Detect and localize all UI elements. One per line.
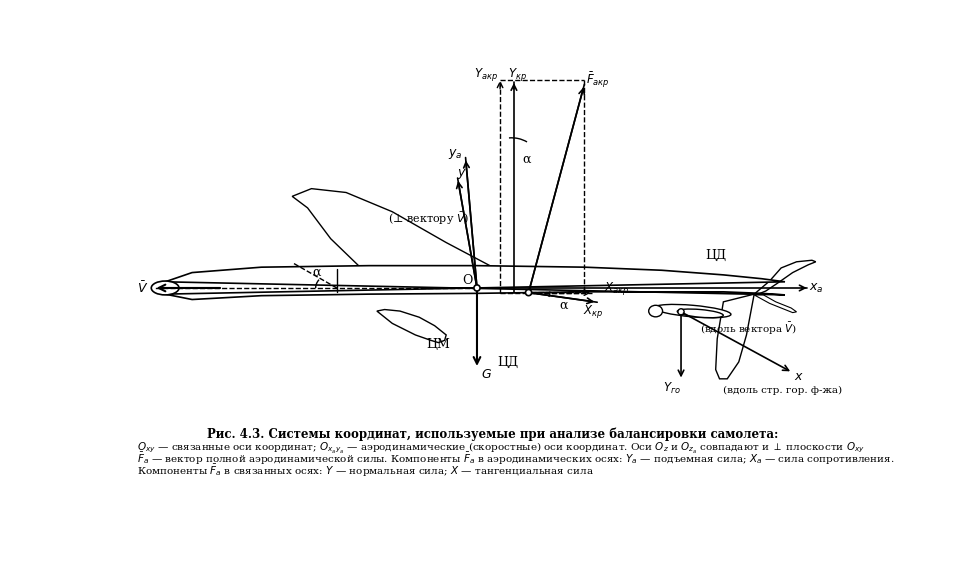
Circle shape — [526, 289, 532, 296]
Polygon shape — [754, 260, 816, 294]
Text: ЦМ: ЦМ — [427, 337, 451, 351]
Text: ЦД: ЦД — [705, 249, 726, 262]
Text: α: α — [559, 299, 567, 311]
Polygon shape — [716, 294, 754, 379]
Text: $y$: $y$ — [456, 167, 466, 181]
Text: $Y_{го}$: $Y_{го}$ — [663, 380, 681, 396]
Text: $Y_{акр}$: $Y_{акр}$ — [474, 66, 498, 83]
Ellipse shape — [677, 309, 723, 317]
Text: $Y_{кр}$: $Y_{кр}$ — [508, 66, 527, 83]
Circle shape — [474, 285, 481, 291]
Polygon shape — [754, 295, 796, 312]
Ellipse shape — [151, 281, 179, 295]
Polygon shape — [292, 188, 531, 283]
Text: $\bar{F}_a$ — вектор полной аэродинамической силы. Компоненты $\bar{F}_a$ в аэро: $\bar{F}_a$ — вектор полной аэродинамиче… — [137, 451, 894, 467]
Text: $X_{кр}$: $X_{кр}$ — [584, 303, 604, 320]
Text: $O_{xy}$ — связанные оси координат; $O_{x_ay_a}$ — аэродинамические (скоростные): $O_{xy}$ — связанные оси координат; $O_{… — [137, 440, 865, 455]
Text: $y_a$: $y_a$ — [448, 147, 462, 160]
Text: α: α — [523, 153, 532, 166]
Text: $G$: $G$ — [481, 368, 492, 381]
Text: $x_a$: $x_a$ — [809, 282, 823, 295]
Text: ЦД: ЦД — [497, 356, 518, 369]
Polygon shape — [377, 309, 446, 343]
Text: (вдоль стр. гор. ф-жа): (вдоль стр. гор. ф-жа) — [723, 386, 843, 395]
Text: $X_{акр}$: $X_{акр}$ — [604, 280, 630, 297]
Text: α: α — [313, 266, 321, 279]
Polygon shape — [165, 266, 785, 300]
Text: $\bar{F}_{акр}$: $\bar{F}_{акр}$ — [586, 71, 611, 90]
Text: Рис. 4.3. Системы координат, используемые при анализе балансировки самолета:: Рис. 4.3. Системы координат, используемы… — [207, 428, 779, 441]
Ellipse shape — [649, 305, 663, 317]
Text: $x$: $x$ — [794, 370, 804, 383]
Text: (вдоль вектора $\bar{V}$): (вдоль вектора $\bar{V}$) — [700, 321, 797, 337]
Text: O: O — [462, 274, 473, 287]
Ellipse shape — [654, 304, 731, 317]
Circle shape — [678, 309, 684, 315]
Text: $\bar{V}$: $\bar{V}$ — [137, 280, 148, 296]
Text: (⊥ вектору $\bar{V}$): (⊥ вектору $\bar{V}$) — [388, 211, 470, 227]
Text: Компоненты $\bar{F}_a$ в связанных осях: $Y$ — нормальная сила; $X$ — тангенциал: Компоненты $\bar{F}_a$ в связанных осях:… — [137, 463, 593, 478]
